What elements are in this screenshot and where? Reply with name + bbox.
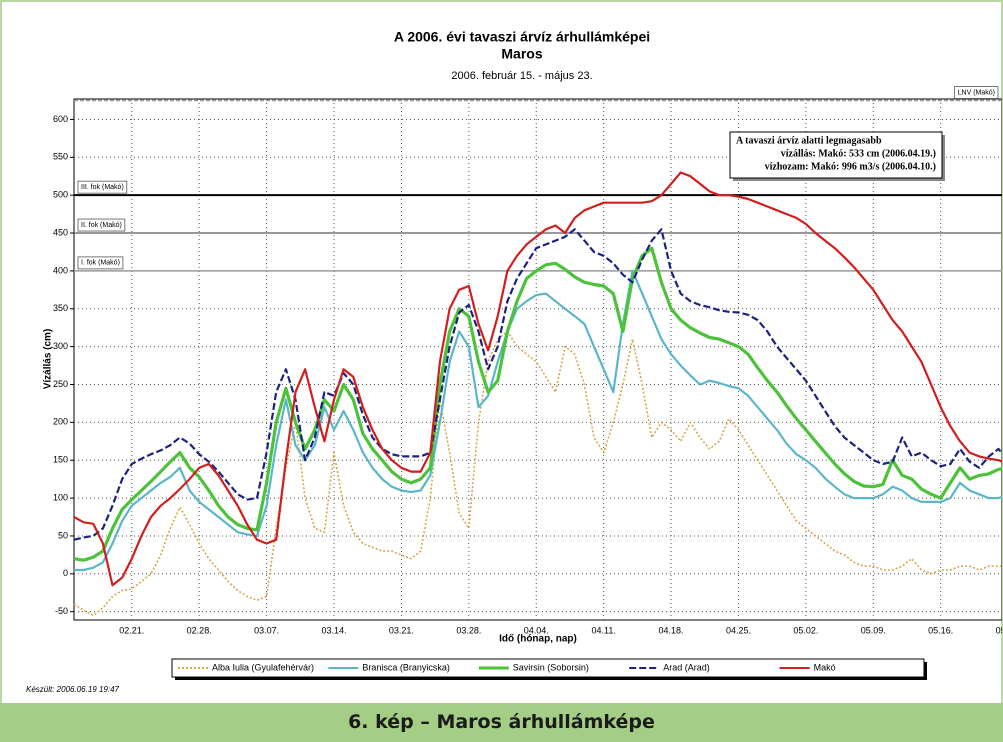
reference-label: I. fok (Makó)	[81, 260, 120, 267]
x-tick-label: 03.07.	[254, 625, 279, 635]
reference-label: II. fok (Makó)	[81, 222, 122, 229]
legend-label: Arad (Arad)	[663, 662, 710, 672]
chart-title-line2: Maros	[501, 46, 542, 62]
chart: A 2006. évi tavaszi árvíz árhullámképei …	[26, 29, 1002, 694]
footer: Készült: 2006.06.19 19:47	[26, 685, 120, 694]
x-tick-label: 03.21.	[389, 625, 414, 635]
reference-label: III. fok (Makó)	[81, 184, 124, 191]
series-line	[73, 228, 1002, 541]
y-tick-label: 300	[53, 341, 68, 351]
legend-box	[171, 658, 925, 678]
y-tick-label: 150	[53, 455, 68, 465]
x-axis-label: Idő (hónap, nap)	[499, 634, 577, 645]
series-line	[74, 269, 1002, 572]
plot-area	[73, 98, 1002, 621]
x-tick-label: 03.28.	[456, 625, 481, 635]
reference-label-box	[77, 218, 126, 232]
chart-subtitle: 2006. február 15. - május 23.	[451, 70, 592, 82]
x-tick-label: 02.21.	[119, 625, 144, 635]
x-tick-label: 05.09.	[861, 625, 886, 635]
x-tick-label: 04.18.	[659, 625, 684, 635]
annotation-text: vízállás: Makó: 533 cm (2006.04.19.)	[781, 148, 936, 159]
legend-label: Savirsin (Soborsin)	[513, 662, 589, 672]
y-tick-label: 400	[53, 265, 68, 275]
y-tick-label: 250	[53, 379, 68, 389]
y-tick-label: 50	[58, 530, 68, 540]
y-tick-label: -50	[55, 606, 68, 616]
y-tick-label: 350	[53, 303, 68, 313]
annotation-text: A tavaszi árvíz alatti legmagasabb	[736, 135, 882, 146]
legend-label: Alba Iulia (Gyulafehérvár)	[212, 662, 314, 672]
y-tick-label: 550	[53, 152, 68, 162]
y-tick-label: 500	[53, 190, 68, 200]
y-axis-label: Vízállás (cm)	[43, 329, 54, 390]
x-tick-label: 05.23.	[996, 625, 1002, 635]
y-tick-label: 450	[53, 227, 68, 237]
y-tick-label: 0	[63, 568, 68, 578]
y-tick-label: 200	[53, 417, 68, 427]
x-tick-label: 04.11.	[591, 625, 615, 635]
y-tick-label: 600	[53, 114, 68, 124]
annotation-text: vízhozam: Makó: 996 m3/s (2006.04.10.)	[765, 161, 936, 172]
x-tick-label: 04.04.	[524, 625, 549, 635]
x-tick-label: 05.02.	[793, 625, 818, 635]
y-tick-label: 100	[53, 492, 68, 502]
reference-label-box	[77, 180, 128, 194]
x-tick-label: 05.16.	[928, 625, 953, 635]
reference-label-box	[954, 86, 999, 99]
legend-label: Branisca (Branyicska)	[362, 662, 450, 672]
x-tick-label: 02.28.	[187, 625, 212, 635]
annotation-box	[729, 131, 943, 179]
x-tick-label: 04.25.	[726, 625, 751, 635]
series-line	[73, 171, 1002, 587]
x-tick-label: 03.14.	[321, 625, 346, 635]
chart-title: A 2006. évi tavaszi árvíz árhullámképei	[394, 29, 650, 45]
reference-label-box	[77, 256, 124, 270]
reference-label: LNV (Makó)	[958, 89, 995, 96]
figure-caption: 6. kép – Maros árhullámképe	[0, 703, 1003, 742]
series-line	[73, 246, 1002, 562]
legend-label: Makó	[814, 662, 836, 672]
